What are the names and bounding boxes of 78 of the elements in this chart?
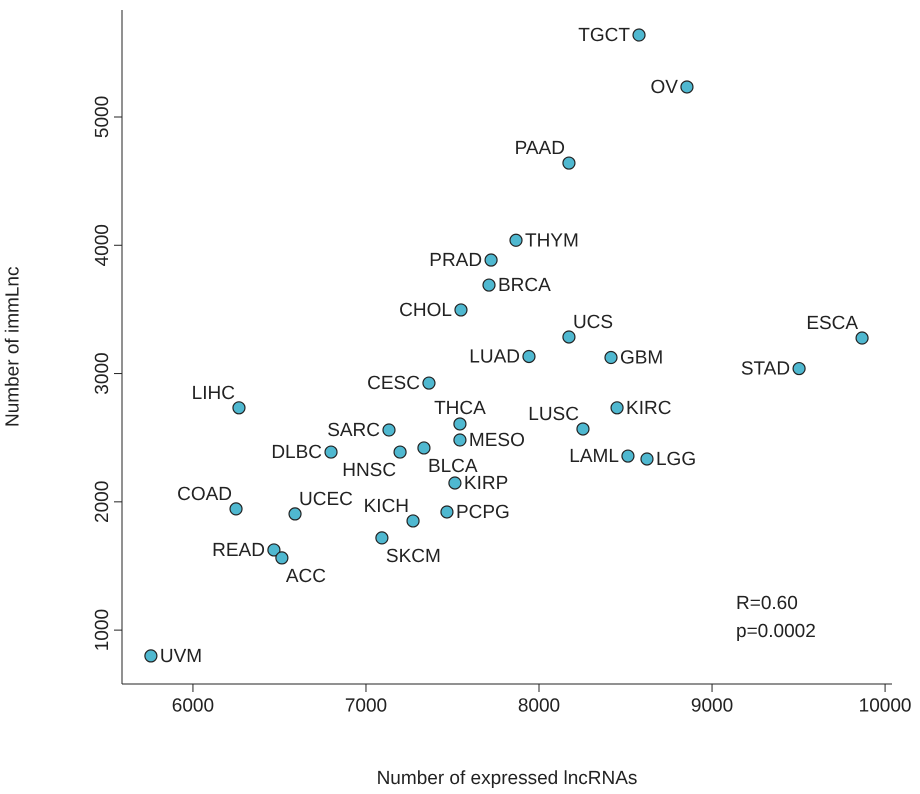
annotation: READ [212, 540, 265, 561]
annotation: ESCA [806, 313, 858, 334]
point [232, 401, 246, 414]
point [610, 401, 624, 414]
annotation: PCPG [456, 502, 510, 523]
x-tick-label: 8000 [518, 695, 560, 716]
annotation: R=0.60 [736, 592, 799, 616]
point [448, 476, 462, 490]
annotation: LUAD [469, 346, 520, 368]
point [417, 441, 431, 455]
annotation: GBM [620, 348, 664, 369]
annotation: LIHC [192, 382, 235, 404]
y-tick-label: 3000 [92, 352, 113, 395]
point [406, 514, 420, 528]
annotation: KIRC [626, 398, 672, 419]
annotation: UVM [160, 646, 202, 667]
point [484, 253, 498, 267]
point [604, 350, 618, 364]
annotation: PAAD [514, 138, 565, 160]
annotation: THYM [525, 230, 579, 252]
annotation: CESC [367, 373, 420, 394]
point [422, 376, 436, 390]
point [621, 449, 635, 463]
point [229, 502, 243, 516]
point [632, 28, 646, 42]
point [482, 278, 496, 292]
annotation: SARC [327, 420, 380, 441]
point [393, 445, 407, 459]
x-tick-label: 10000 [858, 695, 912, 716]
annotation: THCA [434, 398, 486, 419]
annotation: UCEC [299, 488, 353, 510]
x-axis-title: Number of expressed lncRNAs [376, 768, 638, 789]
annotation: KICH [364, 496, 410, 517]
point [453, 417, 467, 431]
x-tick-label: 6000 [172, 695, 214, 716]
point [375, 531, 388, 544]
annotation: PRAD [429, 250, 482, 272]
point [576, 422, 590, 436]
point [509, 234, 523, 247]
y-tick-label: 2000 [92, 480, 113, 523]
point [267, 543, 281, 557]
y-tick-label: 1000 [92, 608, 113, 652]
point [792, 362, 806, 376]
point [288, 507, 302, 520]
annotation: STAD [740, 358, 790, 380]
annotation: LGG [656, 448, 696, 470]
point [522, 350, 536, 364]
point [275, 551, 288, 564]
point [144, 649, 158, 663]
annotation: LUSC [528, 404, 579, 425]
annotation: CHOL [399, 300, 452, 321]
point [562, 330, 576, 344]
annotation: BRCA [498, 275, 552, 296]
annotation: SKCM [386, 546, 441, 567]
point [382, 423, 396, 437]
x-tick-label: 9000 [690, 695, 734, 716]
point [324, 445, 338, 459]
y-tick-label: 5000 [92, 96, 113, 138]
annotation: TGCT [578, 25, 630, 46]
annotation: p=0.0002 [736, 620, 816, 644]
annotation: HNSC [342, 460, 396, 482]
annotation: LAML [569, 446, 619, 468]
point [640, 452, 654, 466]
x-tick-label: 7000 [344, 695, 388, 716]
point [454, 303, 468, 317]
point [855, 331, 869, 345]
point [562, 156, 576, 170]
point [680, 80, 694, 94]
annotation: ACC [286, 566, 326, 587]
annotation: MESO [468, 430, 525, 452]
point [453, 433, 467, 447]
annotation: COAD [177, 484, 232, 505]
annotation: OV [650, 76, 678, 98]
annotation: DLBC [271, 442, 322, 464]
y-tick-label: 4000 [92, 224, 113, 266]
y-axis-title: Number of immLnc [2, 266, 24, 427]
annotation: UCS [572, 312, 614, 333]
point [440, 505, 454, 519]
